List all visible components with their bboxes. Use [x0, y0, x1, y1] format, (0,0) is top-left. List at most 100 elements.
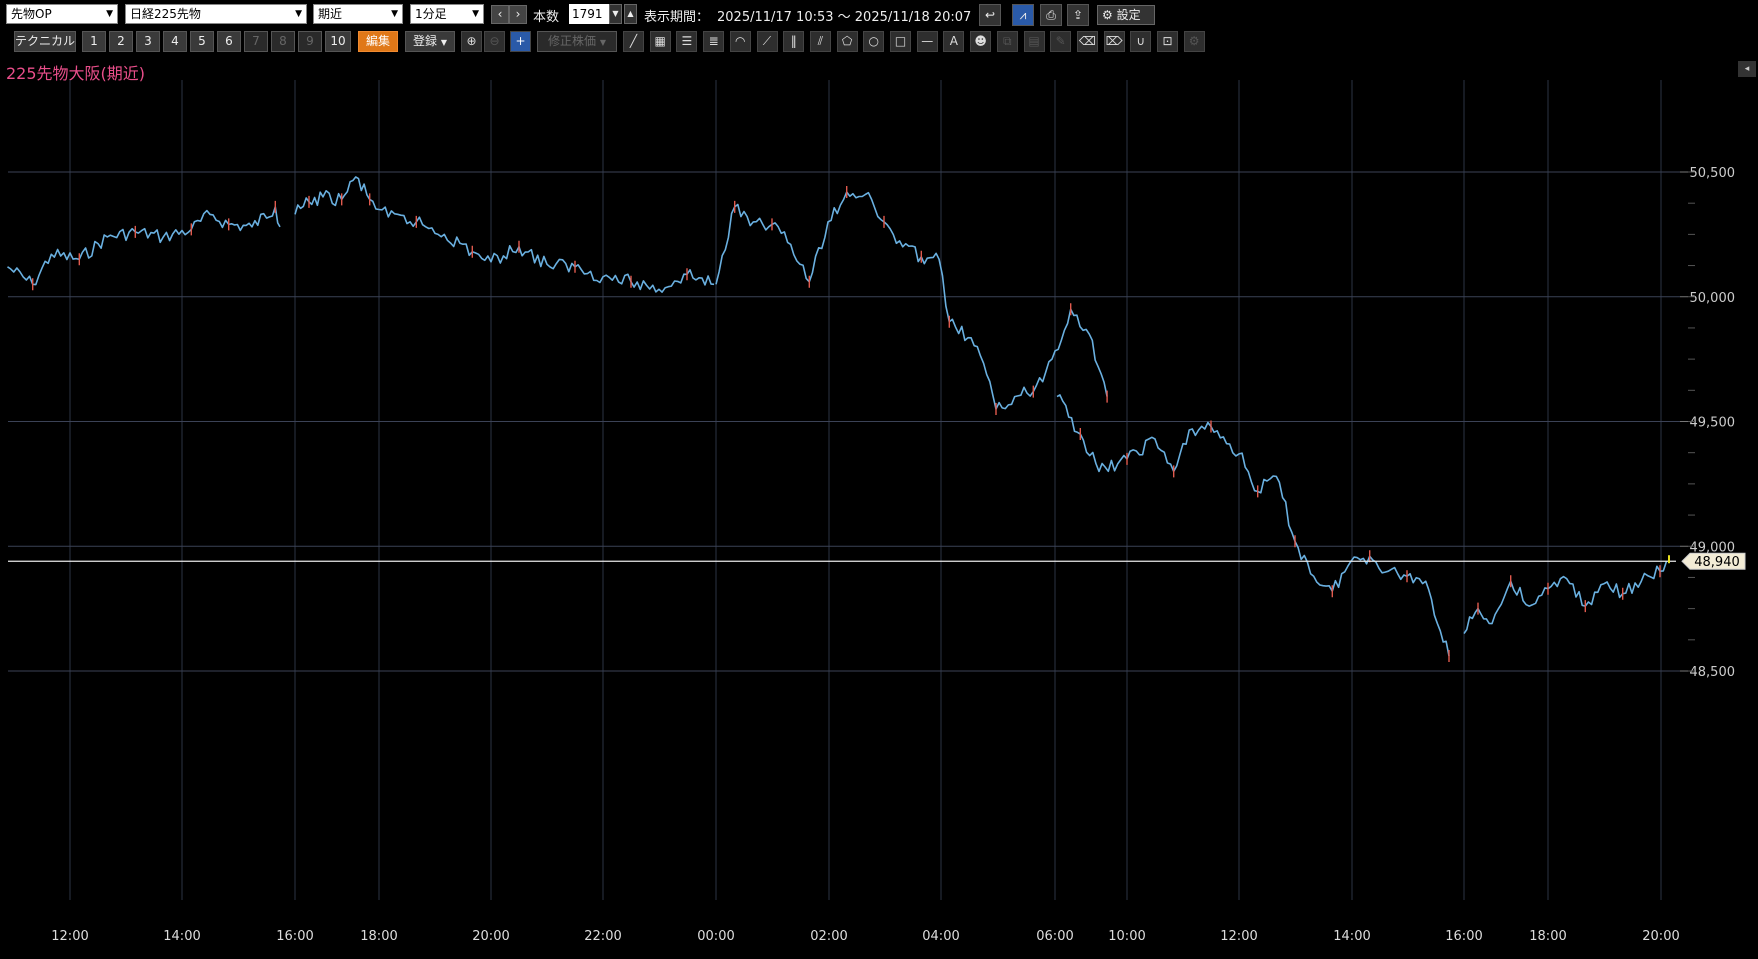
fan-tool-button[interactable]: ⟋	[756, 31, 778, 52]
technical-slot-9[interactable]: 9	[298, 31, 322, 52]
prev-button[interactable]: ‹	[491, 5, 509, 24]
price-series-up-marks-4	[1079, 420, 1450, 662]
technical-slot-6[interactable]: 6	[217, 31, 241, 52]
gear-tool-button[interactable]: ⚙	[1183, 31, 1205, 52]
chevron-down-icon: ▼	[599, 38, 606, 47]
icon-tool-button[interactable]: ☻	[970, 31, 992, 52]
trendline-tool-button[interactable]: ╱	[623, 31, 644, 52]
count-label: 本数	[533, 10, 560, 25]
product-select-value: 日経225先物	[130, 7, 201, 21]
eraser-tool-button[interactable]: ⌫	[1076, 31, 1098, 52]
technical-slot-10[interactable]: 10	[325, 31, 351, 52]
undo-button[interactable]: ↩	[979, 4, 1001, 26]
rectangle-tool-button[interactable]: □	[890, 31, 911, 52]
technical-slot-1[interactable]: 1	[82, 31, 106, 52]
chevron-left-icon: ‹	[497, 7, 503, 21]
technical-slot-4[interactable]: 4	[163, 31, 187, 52]
fan-icon: ⟋	[762, 34, 772, 48]
interval-select[interactable]: 1分足 ▼	[410, 4, 484, 24]
x-tick-label: 14:00	[1333, 929, 1370, 944]
hline-set2-icon: ≣	[708, 34, 719, 48]
edit-button[interactable]: 編集	[358, 31, 398, 52]
technical-slot-5[interactable]: 5	[190, 31, 214, 52]
technical-slot-8[interactable]: 8	[271, 31, 295, 52]
undo-icon: ↩	[984, 8, 996, 22]
channel-tool-button[interactable]: ⫽	[809, 31, 831, 52]
print-icon: ⎙	[1046, 8, 1056, 22]
print-button[interactable]: ⎙	[1040, 4, 1062, 26]
register-button[interactable]: 登録 ▼	[405, 31, 455, 52]
copy-icon: ⧉	[1003, 34, 1012, 48]
technical-slot-3[interactable]: 3	[136, 31, 160, 52]
product-select[interactable]: 日経225先物 ▼	[125, 4, 307, 24]
settings-button[interactable]: ⚙ 設定	[1097, 5, 1155, 25]
magnet-tool-button[interactable]: ∪	[1130, 31, 1152, 52]
chevron-down-icon: ▼	[472, 9, 479, 19]
adjusted-price-select[interactable]: 修正株価 ▼	[537, 31, 617, 52]
x-tick-label: 04:00	[922, 929, 959, 944]
copy-tool-button[interactable]: ⧉	[996, 31, 1018, 52]
table-icon: ▤	[1028, 34, 1040, 48]
chart-mode-icon: ⩘	[1019, 8, 1027, 22]
export-button[interactable]: ⇪	[1067, 4, 1089, 26]
settings-label: 設定	[1116, 8, 1141, 22]
pentagon-tool-button[interactable]: ⬠	[836, 31, 858, 52]
x-tick-label: 18:00	[360, 929, 397, 944]
comment-tool-button[interactable]: ✎	[1050, 31, 1072, 52]
technical-slot-2[interactable]: 2	[109, 31, 133, 52]
contract-select[interactable]: 期近 ▼	[313, 4, 403, 24]
eraser-icon: ⌫	[1078, 34, 1096, 48]
lock-tool-button[interactable]: ⊡	[1157, 31, 1178, 52]
zoom-out-button[interactable]: ⊖	[484, 31, 505, 52]
zoom-in-button[interactable]: ⊕	[461, 31, 482, 52]
eraser2-icon: ⌦	[1105, 34, 1123, 48]
count-down-button[interactable]: ▼	[609, 4, 622, 24]
eraser2-tool-button[interactable]: ⌦	[1103, 31, 1125, 52]
chevron-up-icon: ▲	[627, 9, 634, 18]
circle-tool-button[interactable]: ○	[863, 31, 885, 52]
market-select-value: 先物OP	[11, 7, 52, 21]
count-up-button[interactable]: ▲	[624, 4, 637, 24]
x-tick-label: 02:00	[810, 929, 847, 944]
ruler-tool-button[interactable]: ▦	[649, 31, 671, 52]
vlines-icon: ‖	[790, 34, 797, 48]
contract-select-value: 期近	[318, 7, 343, 21]
collapse-panel-button[interactable]: ◂	[1738, 61, 1756, 77]
table-tool-button[interactable]: ▤	[1023, 31, 1045, 52]
x-tick-label: 12:00	[51, 929, 88, 944]
vlines-tool-button[interactable]: ‖	[783, 31, 805, 52]
y-tick-label: 48,500	[1690, 665, 1736, 680]
x-tick-label: 18:00	[1529, 929, 1566, 944]
hline-icon: —	[921, 34, 934, 48]
crosshair-button[interactable]: +	[510, 31, 531, 52]
x-tick-label: 20:00	[472, 929, 509, 944]
text-tool-button[interactable]: A	[943, 31, 965, 52]
export-icon: ⇪	[1072, 8, 1084, 22]
chevron-down-icon: ▼	[440, 38, 447, 47]
price-series-up-marks-3	[734, 186, 1108, 415]
ruler-icon: ▦	[654, 34, 666, 48]
rectangle-icon: □	[894, 34, 907, 48]
y-tick-label: 50,000	[1690, 291, 1736, 306]
x-tick-label: 12:00	[1220, 929, 1257, 944]
market-select[interactable]: 先物OP ▼	[6, 4, 118, 24]
technical-slot-7[interactable]: 7	[244, 31, 268, 52]
chevron-down-icon: ▼	[391, 9, 398, 19]
crosshair-icon: +	[515, 34, 526, 48]
current-price-label: 48,940	[1694, 555, 1740, 570]
next-button[interactable]: ›	[509, 5, 527, 24]
hline-set-tool-button[interactable]: ☰	[676, 31, 698, 52]
technical-button[interactable]: テクニカル	[14, 31, 76, 52]
hline-tool-button[interactable]: —	[916, 31, 938, 52]
arc-tool-button[interactable]: ◠	[729, 31, 751, 52]
chart-title: 225先物大阪(期近)	[6, 64, 146, 83]
price-series-5	[1463, 560, 1668, 635]
y-tick-label: 49,000	[1690, 540, 1736, 555]
adjusted-price-label: 修正株価	[548, 34, 597, 48]
chevron-right-icon: ›	[515, 7, 521, 21]
gear-icon: ⚙	[1188, 34, 1200, 48]
chart-mode-button[interactable]: ⩘	[1012, 4, 1034, 26]
hline-set2-tool-button[interactable]: ≣	[703, 31, 725, 52]
count-input[interactable]: 1791	[569, 4, 609, 24]
